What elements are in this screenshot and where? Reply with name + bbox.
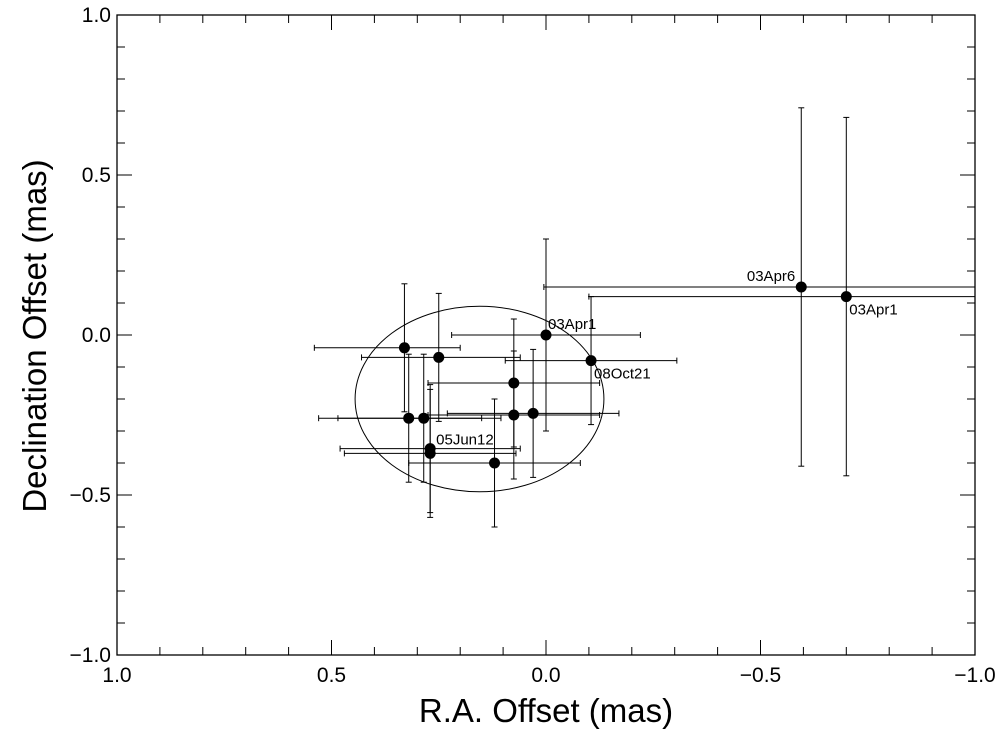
data-point — [398, 342, 410, 354]
data-point — [585, 355, 597, 367]
x-tick-label: 0.5 — [317, 664, 346, 687]
uncertainty-ellipse — [354, 305, 605, 493]
data-point — [527, 407, 539, 419]
point-label: 08Oct21 — [594, 366, 651, 383]
data-point — [418, 412, 430, 424]
x-tick-label: −1.0 — [954, 664, 995, 687]
data-point — [508, 409, 520, 421]
data-point — [540, 329, 552, 341]
point-label: 03Apr6 — [747, 268, 795, 285]
y-tick-label: 1.0 — [82, 4, 111, 27]
data-point — [433, 351, 445, 363]
data-point — [795, 281, 807, 293]
x-tick-label: −0.5 — [740, 664, 781, 687]
x-tick-label: 1.0 — [102, 664, 131, 687]
data-point — [840, 291, 852, 303]
data-point — [424, 447, 436, 459]
y-tick-label: 0.5 — [82, 164, 111, 187]
x-axis-title: R.A. Offset (mas) — [419, 692, 673, 729]
y-tick-label: 0.0 — [82, 324, 111, 347]
point-label: 03Apr1 — [548, 316, 596, 333]
y-tick-label: −0.5 — [70, 484, 111, 507]
data-point — [489, 457, 501, 469]
y-axis-title: Declination Offset (mas) — [16, 159, 53, 512]
data-point — [403, 412, 415, 424]
points-group — [398, 281, 852, 469]
x-tick-label: 0.0 — [531, 664, 560, 687]
point-labels-group: 05Jun12 03Apr1 08Oct21 03Apr6 03Apr1 — [436, 268, 898, 449]
point-label: 03Apr1 — [849, 302, 897, 319]
ellipse-group — [354, 305, 605, 493]
axes-group: 1.0 0.5 0.0 −0.5 −1.0 −1.0 −0.5 0.0 0.5 1.0 — [70, 4, 996, 687]
data-point — [508, 377, 520, 389]
point-label: 05Jun12 — [436, 432, 494, 449]
y-tick-label: −1.0 — [70, 644, 111, 667]
